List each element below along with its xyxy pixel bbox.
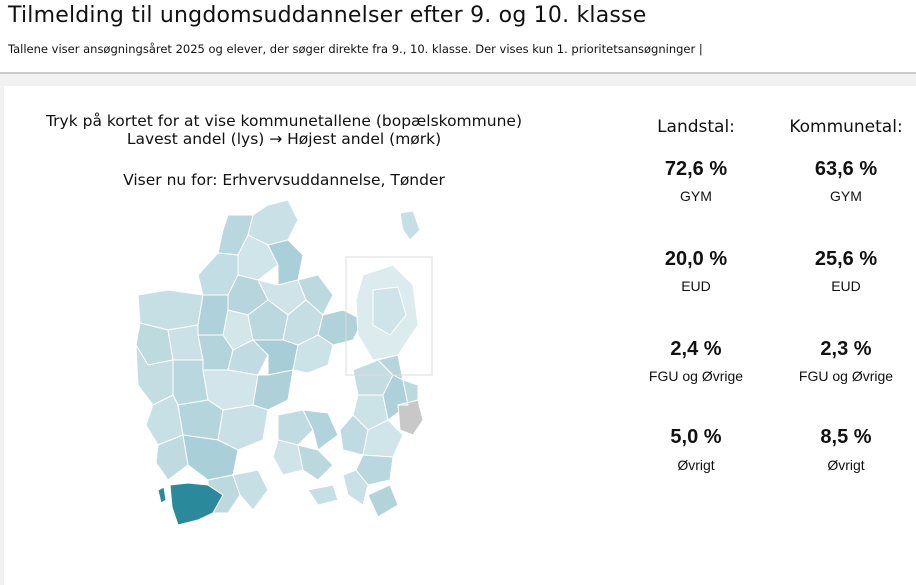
municipal-other-label: Øvrigt bbox=[827, 457, 865, 473]
municipal-gym-value: 63,6 % bbox=[814, 158, 878, 180]
municipal-eud-label: EUD bbox=[831, 278, 861, 294]
municipal-eud-value: 25,6 % bbox=[814, 248, 878, 270]
bornholm-inset-frame bbox=[345, 256, 433, 376]
national-other-value: 5,0 % bbox=[670, 426, 722, 448]
municipality-region[interactable] bbox=[339, 414, 369, 456]
municipal-fgu-value: 2,3 % bbox=[820, 338, 872, 360]
page-subtitle: Tallene viser ansøgningsåret 2025 og ele… bbox=[8, 42, 703, 56]
instruction-line-2: Lavest andel (lys) → Højest andel (mørk) bbox=[126, 130, 442, 148]
municipality-region[interactable] bbox=[307, 484, 339, 506]
bornholm-region[interactable] bbox=[372, 286, 407, 336]
municipality-region[interactable] bbox=[227, 339, 269, 376]
municipal-other-value: 8,5 % bbox=[820, 426, 872, 448]
municipality-region[interactable] bbox=[272, 439, 304, 476]
municipality-region[interactable] bbox=[252, 369, 294, 411]
municipality-region[interactable] bbox=[277, 409, 314, 446]
national-gym-value: 72,6 % bbox=[664, 158, 728, 180]
selection-status: Viser nu for: Erhvervsuddannelse, Tønder bbox=[123, 171, 445, 189]
municipality-region[interactable] bbox=[137, 289, 204, 331]
denmark-map[interactable] bbox=[128, 195, 448, 540]
national-other-label: Øvrigt bbox=[677, 457, 715, 473]
municipal-heading: Kommunetal: bbox=[789, 117, 903, 137]
municipality-region[interactable] bbox=[342, 469, 369, 506]
municipality-region[interactable] bbox=[297, 444, 334, 481]
municipality-region[interactable] bbox=[232, 469, 269, 511]
municipality-region[interactable] bbox=[155, 434, 189, 481]
municipality-region[interactable] bbox=[397, 379, 419, 406]
divider-band bbox=[0, 74, 916, 86]
national-gym-label: GYM bbox=[680, 188, 712, 204]
national-heading: Landstal: bbox=[657, 117, 735, 137]
municipality-region[interactable] bbox=[355, 454, 394, 486]
municipality-region[interactable] bbox=[367, 484, 399, 518]
municipality-region[interactable] bbox=[177, 399, 224, 441]
national-eud-label: EUD bbox=[681, 278, 711, 294]
municipality-region[interactable] bbox=[167, 324, 204, 361]
municipality-region[interactable] bbox=[362, 419, 404, 458]
municipality-region[interactable] bbox=[172, 359, 209, 406]
municipality-region[interactable] bbox=[297, 274, 334, 316]
instruction-line-1: Tryk på kortet for at vise kommunetallen… bbox=[45, 112, 522, 130]
national-fgu-value: 2,4 % bbox=[670, 338, 722, 360]
island-romo[interactable] bbox=[157, 486, 167, 504]
municipality-region[interactable] bbox=[197, 294, 229, 336]
map-instructions: Tryk på kortet for at vise kommunetallen… bbox=[4, 112, 564, 148]
island-anholt[interactable] bbox=[399, 210, 421, 241]
national-fgu-label: FGU og Øvrige bbox=[648, 368, 744, 384]
municipal-gym-label: GYM bbox=[830, 188, 862, 204]
municipality-region[interactable] bbox=[302, 409, 339, 451]
municipal-fgu-label: FGU og Øvrige bbox=[798, 368, 894, 384]
national-eud-value: 20,0 % bbox=[664, 248, 728, 270]
page-header: Tilmelding til ungdomsuddannelser efter … bbox=[0, 0, 916, 74]
page-title: Tilmelding til ungdomsuddannelser efter … bbox=[8, 3, 647, 28]
left-gutter bbox=[0, 74, 4, 585]
